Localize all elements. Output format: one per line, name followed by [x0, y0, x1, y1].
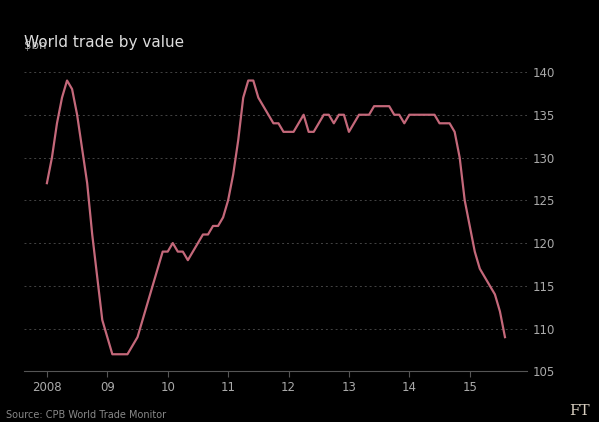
Text: FT: FT: [570, 404, 590, 418]
Text: World trade by value: World trade by value: [24, 35, 184, 49]
Text: $bn: $bn: [24, 39, 47, 51]
Text: Source: CPB World Trade Monitor: Source: CPB World Trade Monitor: [6, 410, 166, 420]
